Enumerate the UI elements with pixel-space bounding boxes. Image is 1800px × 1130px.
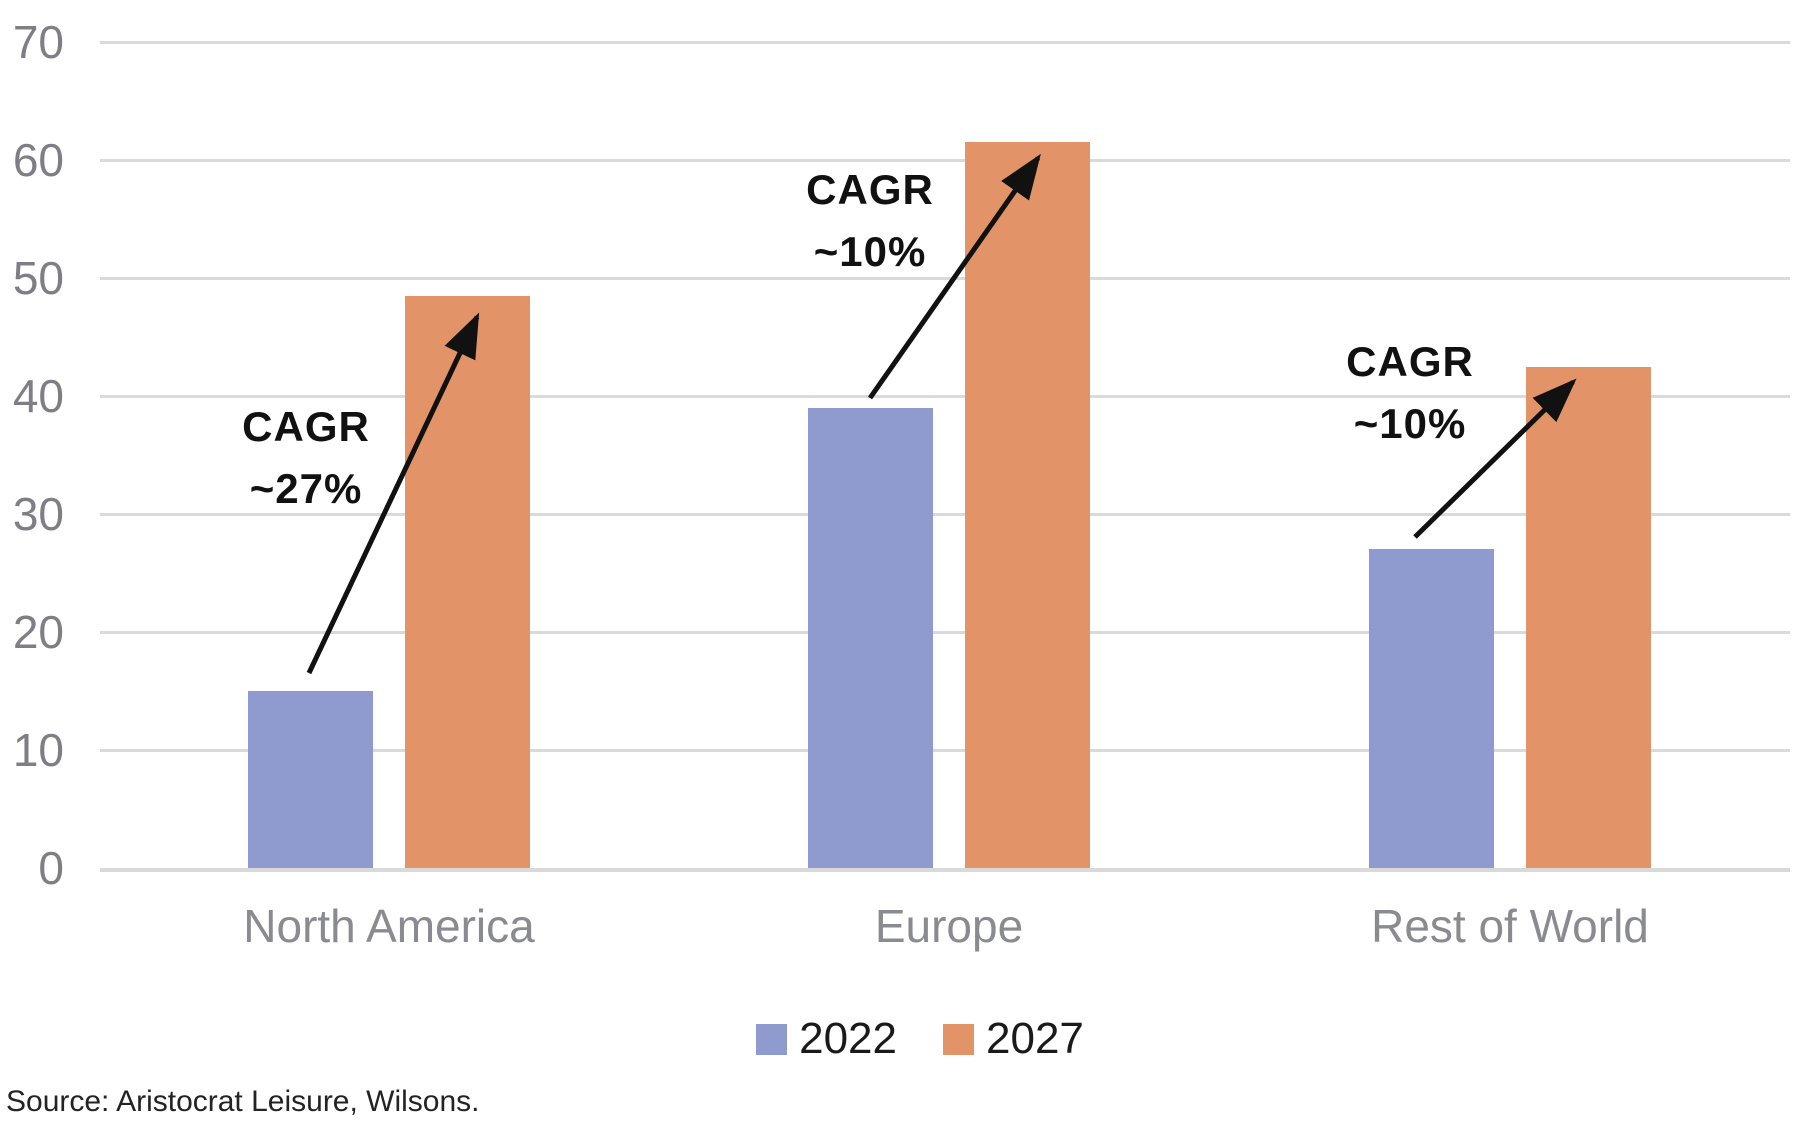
y-axis-tick-label: 0 <box>38 842 64 894</box>
cagr-annotation-rest-of-world: CAGR ~10% <box>1210 331 1610 455</box>
gridline <box>100 748 1790 752</box>
cagr-annotation-line: ~27% <box>249 465 363 512</box>
y-axis-tick-label: 10 <box>12 724 64 776</box>
legend: 2022 2027 <box>20 1016 1800 1062</box>
category-label-europe: Europe <box>874 900 1024 952</box>
bar-2022-rest-of-world <box>1369 549 1494 868</box>
cagr-annotation-line: ~10% <box>813 228 927 275</box>
category-label-rest-of-world: Rest of World <box>1371 900 1649 952</box>
legend-label-2027: 2027 <box>986 1014 1084 1063</box>
bar-2027-north-america <box>405 295 530 868</box>
y-axis-tick-label: 40 <box>12 370 64 422</box>
cagr-annotation-line: CAGR <box>1346 338 1474 385</box>
cagr-annotation-north-america: CAGR ~27% <box>106 396 506 520</box>
y-axis-tick-label: 70 <box>12 16 64 68</box>
cagr-annotation-line: ~10% <box>1353 400 1467 447</box>
y-axis-tick-label: 50 <box>12 252 64 304</box>
cagr-annotation-line: CAGR <box>806 166 934 213</box>
y-axis-tick-label: 30 <box>12 488 64 540</box>
legend-item-2027: 2027 <box>943 1016 1084 1062</box>
cagr-annotation-europe: CAGR ~10% <box>670 159 1070 283</box>
y-axis-tick-label: 20 <box>12 606 64 658</box>
legend-label-2022: 2022 <box>799 1014 897 1063</box>
gridline <box>100 512 1790 516</box>
bar-2022-north-america <box>248 691 373 868</box>
legend-item-2022: 2022 <box>756 1016 897 1062</box>
source-note: Source: Aristocrat Leisure, Wilsons. <box>6 1085 480 1118</box>
gridline <box>100 630 1790 634</box>
legend-swatch-2022 <box>756 1023 788 1055</box>
x-axis-baseline <box>100 868 1790 872</box>
cagr-annotation-line: CAGR <box>242 403 370 450</box>
gridline <box>100 40 1790 44</box>
category-label-north-america: North America <box>243 900 535 952</box>
legend-swatch-2027 <box>943 1023 974 1055</box>
y-axis-tick-label: 60 <box>12 134 64 186</box>
bar-2022-europe <box>808 407 933 868</box>
